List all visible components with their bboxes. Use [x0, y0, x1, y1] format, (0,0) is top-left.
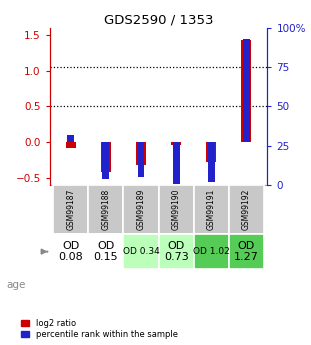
Bar	[53, 234, 88, 269]
Bar	[136, 142, 146, 165]
Text: GSM99189: GSM99189	[137, 189, 146, 230]
Bar	[88, 185, 123, 234]
Text: age: age	[6, 280, 26, 289]
Legend: log2 ratio, percentile rank within the sample: log2 ratio, percentile rank within the s…	[20, 317, 179, 341]
Bar	[88, 234, 123, 269]
Bar	[123, 234, 159, 269]
Text: GSM99191: GSM99191	[207, 189, 216, 230]
Bar	[171, 142, 181, 145]
Bar	[53, 185, 88, 234]
Text: OD
0.15: OD 0.15	[94, 241, 118, 263]
Bar	[103, 142, 109, 179]
Bar	[194, 234, 229, 269]
Bar	[229, 234, 264, 269]
Text: GSM99188: GSM99188	[101, 189, 110, 230]
Bar	[137, 142, 145, 177]
Text: OD 1.02: OD 1.02	[193, 247, 230, 256]
Text: OD
0.08: OD 0.08	[58, 241, 83, 263]
Bar	[207, 142, 216, 162]
Text: OD
1.27: OD 1.27	[234, 241, 259, 263]
Title: GDS2590 / 1353: GDS2590 / 1353	[104, 13, 213, 27]
Bar	[173, 142, 180, 184]
Bar	[123, 185, 159, 234]
Bar	[243, 39, 250, 142]
Bar	[194, 185, 229, 234]
Text: OD 0.34: OD 0.34	[123, 247, 160, 256]
Bar	[159, 185, 194, 234]
Text: GSM99192: GSM99192	[242, 189, 251, 230]
Text: OD
0.73: OD 0.73	[164, 241, 188, 263]
Bar	[67, 135, 74, 142]
Bar	[208, 142, 215, 182]
Bar	[159, 234, 194, 269]
Text: GSM99187: GSM99187	[66, 189, 75, 230]
Bar	[66, 142, 76, 148]
Bar	[241, 40, 251, 142]
Text: GSM99190: GSM99190	[172, 189, 181, 230]
Bar	[101, 142, 111, 172]
Bar	[229, 185, 264, 234]
